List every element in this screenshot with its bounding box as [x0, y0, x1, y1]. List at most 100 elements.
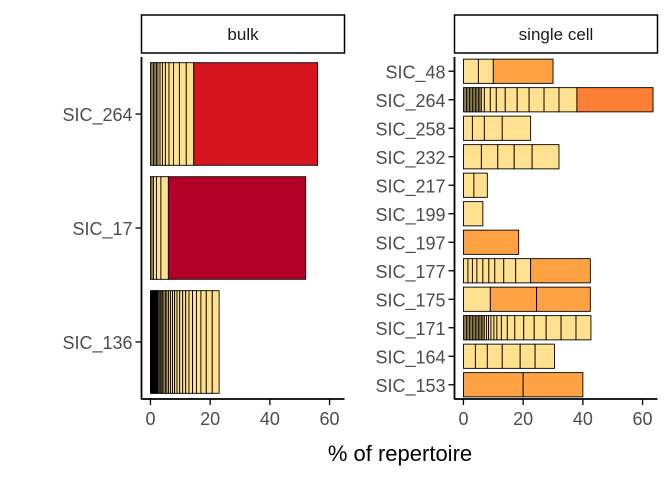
bar-segment	[504, 87, 518, 113]
bar-segment	[528, 87, 545, 113]
strip-single-cell	[453, 14, 659, 54]
bar-segment	[545, 315, 562, 341]
bar-segment	[488, 258, 496, 284]
bar-segment	[195, 290, 202, 394]
x-tick-label: 20	[200, 409, 220, 429]
y-axis-single-cell: SIC_48 SIC_264 SIC_258 SIC_232 SIC_217 SIC_19…	[375, 57, 456, 400]
bar-segment	[519, 343, 536, 369]
bar-segment	[494, 258, 505, 284]
bar-segment	[496, 315, 502, 341]
y-tick-label: SIC_177	[375, 262, 445, 283]
x-tick-label: 0	[458, 409, 468, 429]
bar-segment	[463, 58, 479, 84]
bar-segment	[506, 315, 516, 341]
x-axis-title: % of repertoire	[328, 441, 472, 466]
bar-segment	[200, 290, 207, 394]
bar-segment	[489, 87, 497, 113]
y-tick-label: SIC_164	[375, 347, 445, 368]
y-tick-label: SIC_153	[375, 376, 445, 397]
bar-segment	[473, 172, 488, 198]
bar-segment	[523, 315, 535, 341]
y-tick-label: SIC_199	[375, 205, 445, 226]
bar-segment	[486, 343, 503, 369]
y-tick-label: SIC_136	[62, 333, 132, 354]
bar-segment	[501, 343, 521, 369]
bar-segment	[477, 58, 494, 84]
bar-segment	[495, 87, 506, 113]
bar-segment	[178, 62, 187, 166]
bar-segment	[463, 372, 524, 398]
x-tick-label: 0	[145, 409, 155, 429]
x-axis-single-cell: 0 20 40 60	[454, 398, 658, 429]
bar-segment	[471, 258, 478, 284]
bar-segment	[188, 290, 193, 394]
bars-bulk	[150, 62, 319, 394]
bar-segment	[530, 258, 591, 284]
x-tick-label: 60	[633, 409, 653, 429]
bar-segment	[164, 62, 170, 166]
x-tick-label: 40	[573, 409, 593, 429]
bar-segment	[483, 87, 491, 113]
y-tick-label: SIC_264	[62, 105, 132, 126]
x-axis-bulk: 0 20 40 60	[141, 398, 345, 429]
bar-segment	[536, 286, 591, 312]
y-tick-label: SIC_17	[72, 219, 132, 240]
bar-segment	[500, 315, 508, 341]
strip-bulk	[140, 14, 346, 54]
x-tick-label: 40	[260, 409, 280, 429]
bar-segment	[463, 172, 475, 198]
bar-segment	[463, 115, 473, 141]
x-tick-label: 20	[513, 409, 533, 429]
bar-segment	[192, 290, 197, 394]
bar-segment	[533, 315, 547, 341]
bar-segment	[160, 176, 169, 280]
x-tick-label: 60	[320, 409, 340, 429]
bar-segment	[463, 258, 469, 284]
bar-segment	[515, 258, 532, 284]
bar-segment	[463, 343, 476, 369]
bar-segment	[558, 87, 578, 113]
y-tick-label: SIC_264	[375, 91, 445, 112]
strip-label-single-cell: single cell	[519, 25, 594, 44]
bar-segment	[167, 176, 307, 280]
bar-segment	[513, 144, 533, 170]
bars-single-cell	[463, 58, 654, 398]
bar-segment	[514, 315, 525, 341]
bar-segment	[463, 286, 491, 312]
bar-segment	[463, 229, 520, 255]
panel-single-cell: single cell SIC_48SIC_264SIC_258SIC_232S…	[375, 14, 659, 429]
panel-bulk: bulk SIC_264 SIC_17 SIC_136 0 20 40 60	[62, 14, 346, 429]
y-tick-label: SIC_197	[375, 233, 445, 254]
bar-segment	[489, 286, 538, 312]
bar-segment	[560, 315, 577, 341]
y-tick-label: SIC_48	[385, 62, 445, 83]
bar-segment	[463, 201, 484, 227]
bar-segment	[463, 144, 482, 170]
y-tick-label: SIC_171	[375, 319, 445, 340]
bar-segment	[474, 343, 488, 369]
bar-segment	[155, 176, 162, 280]
y-tick-label: SIC_175	[375, 290, 445, 311]
bar-segment	[480, 144, 499, 170]
bar-segment	[576, 87, 654, 113]
bar-segment	[516, 87, 530, 113]
bar-segment	[185, 62, 195, 166]
bar-segment	[501, 115, 532, 141]
bar-segment	[471, 115, 485, 141]
bar-segment	[543, 87, 560, 113]
strip-label-bulk: bulk	[227, 25, 259, 44]
bar-segment	[497, 144, 515, 170]
bar-segment	[503, 258, 517, 284]
y-tick-label: SIC_217	[375, 176, 445, 197]
bar-segment	[575, 315, 592, 341]
bar-segment	[483, 115, 503, 141]
bar-segment	[185, 290, 190, 394]
bar-segment	[211, 290, 220, 394]
bar-segment	[205, 290, 213, 394]
bar-segment	[467, 258, 473, 284]
bar-segment	[482, 258, 490, 284]
y-tick-label: SIC_232	[375, 148, 445, 169]
bar-segment	[168, 62, 174, 166]
bar-segment	[492, 58, 554, 84]
